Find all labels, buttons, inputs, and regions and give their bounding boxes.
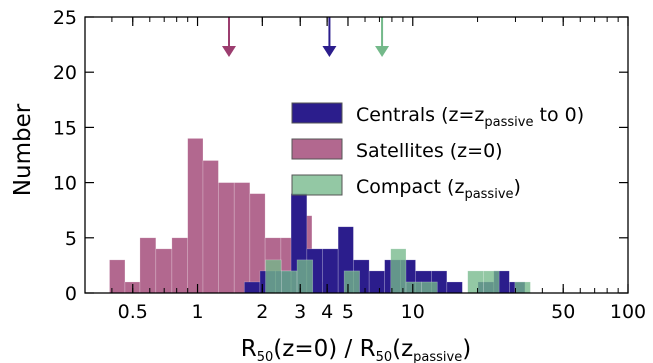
centrals-bar-0: [244, 281, 261, 294]
satellites-bar-5: [187, 138, 204, 294]
x-tick-label: 50: [551, 301, 575, 323]
x-tick-label: 10: [401, 301, 425, 323]
y-tick-label: 25: [53, 7, 77, 29]
y-tick-label: 0: [65, 283, 77, 305]
median-arrows: [221, 17, 390, 57]
satellites-bar-2: [139, 237, 157, 294]
satellites-bar-8: [233, 182, 251, 294]
y-tick-label: 5: [65, 228, 77, 250]
compact-bar-6: [421, 281, 438, 294]
x-tick-label: 0.5: [118, 301, 148, 323]
compact-bar-2: [296, 259, 314, 294]
compact-bar-5: [405, 281, 422, 294]
centrals-legend-label: Centrals (z=zpassive to 0): [356, 104, 584, 130]
satellites-arrow-head: [221, 46, 236, 57]
satellites-bar-4: [171, 237, 188, 294]
centrals-bar-5: [322, 248, 339, 294]
centrals-legend-swatch: [291, 102, 343, 124]
compact-bar-8: [483, 270, 500, 294]
bars-layer: [109, 138, 531, 294]
centrals-arrow-head: [322, 46, 337, 57]
compact-bar-9: [514, 281, 531, 294]
x-axis-label: R50(z=0) / R50(zpassive): [241, 336, 471, 363]
satellites-legend-label: Satellites (z=0): [356, 140, 503, 162]
compact-bar-4: [390, 248, 407, 294]
compact-bar-3: [343, 270, 360, 294]
x-tick-label: 100: [610, 301, 646, 323]
satellites-bar-7: [218, 182, 235, 294]
legend: Centrals (z=zpassive to 0) Satellites (z=…: [291, 102, 584, 202]
compact-legend-swatch: [291, 174, 343, 196]
satellites-legend-swatch: [291, 138, 343, 160]
y-tick-label: 15: [53, 117, 77, 139]
centrals-bar-8: [368, 270, 385, 294]
x-tick-label: 5: [342, 301, 354, 323]
centrals-bar-13: [446, 281, 463, 294]
satellites-bar-6: [202, 160, 219, 294]
y-tick-label: 10: [53, 173, 77, 195]
satellites-bar-3: [155, 248, 173, 294]
compact-bar-1: [280, 270, 298, 294]
y-axis-label: Number: [10, 103, 36, 196]
compact-arrow-head: [375, 46, 390, 57]
x-tick-label: 3: [294, 301, 306, 323]
compact-bar-0: [265, 259, 282, 294]
x-tick-label: 2: [256, 301, 268, 323]
x-tick-label: 4: [321, 301, 333, 323]
compact-bar-7: [467, 270, 484, 294]
x-tick-label: 1: [191, 301, 203, 323]
plot-frame: [84, 16, 629, 294]
y-tick-label: 20: [53, 62, 77, 84]
compact-legend-label: Compact (zpassive): [356, 176, 521, 202]
